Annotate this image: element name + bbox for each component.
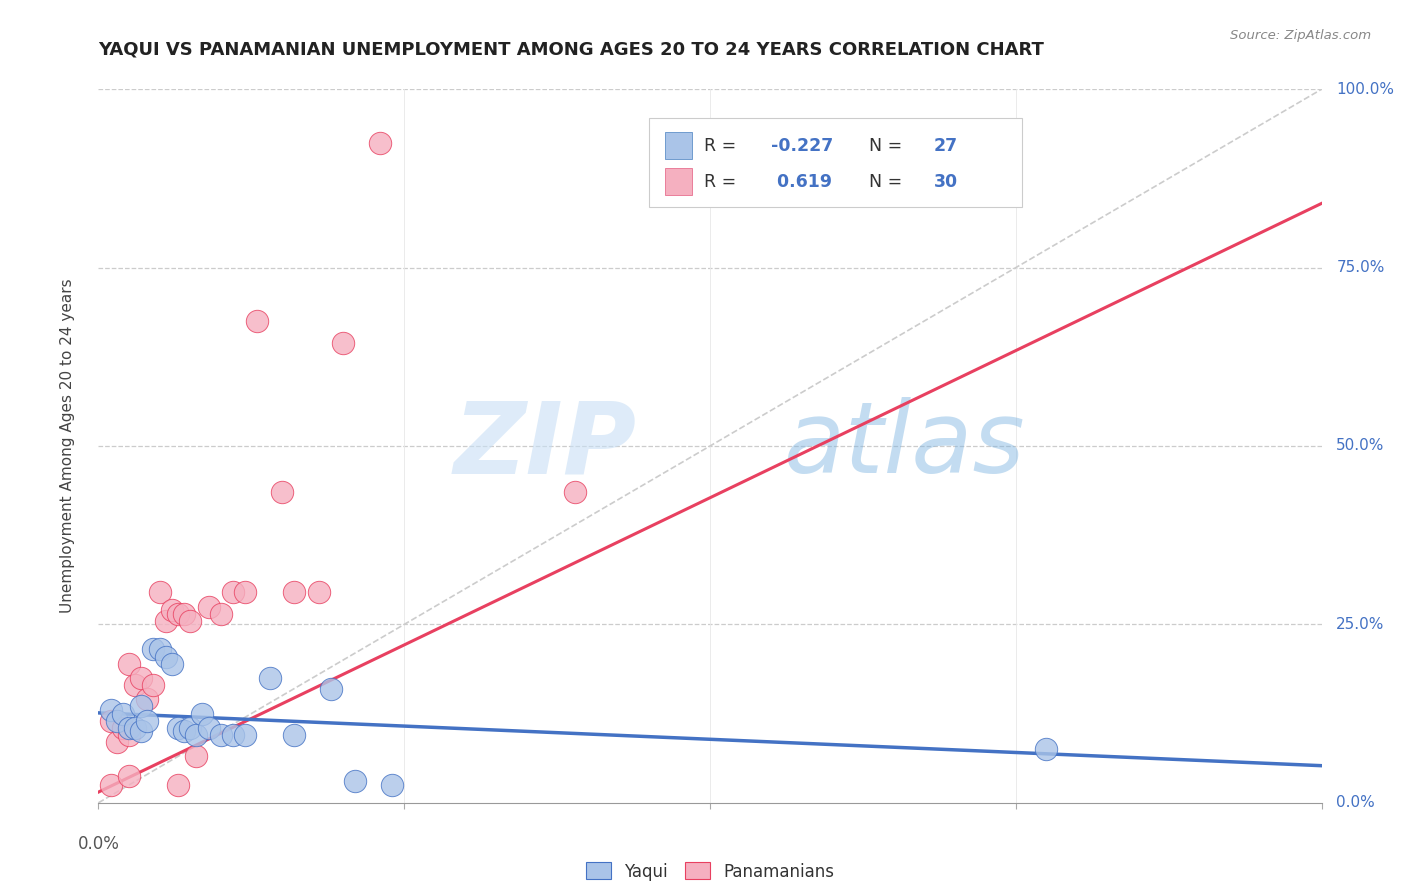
Text: 0.0%: 0.0%	[77, 835, 120, 853]
Point	[142, 678, 165, 692]
Point	[129, 699, 152, 714]
Point	[179, 721, 201, 735]
Point	[222, 728, 245, 742]
Point	[283, 728, 305, 742]
Point	[136, 692, 159, 706]
Text: 25.0%: 25.0%	[1336, 617, 1385, 632]
Text: 50.0%: 50.0%	[1336, 439, 1385, 453]
Point	[155, 649, 177, 664]
Point	[167, 721, 190, 735]
Point	[173, 607, 195, 621]
Point	[319, 681, 342, 696]
Point	[100, 703, 122, 717]
Point	[100, 714, 122, 728]
Point	[118, 728, 141, 742]
Point	[209, 607, 232, 621]
Point	[233, 728, 256, 742]
Point	[105, 714, 128, 728]
Text: YAQUI VS PANAMANIAN UNEMPLOYMENT AMONG AGES 20 TO 24 YEARS CORRELATION CHART: YAQUI VS PANAMANIAN UNEMPLOYMENT AMONG A…	[98, 40, 1045, 58]
Text: 0.619: 0.619	[772, 173, 832, 191]
Point	[1035, 742, 1057, 756]
Text: 0.0%: 0.0%	[1336, 796, 1375, 810]
Point	[118, 721, 141, 735]
FancyBboxPatch shape	[648, 118, 1022, 207]
Point	[564, 485, 586, 500]
Text: ZIP: ZIP	[454, 398, 637, 494]
Point	[197, 721, 219, 735]
Y-axis label: Unemployment Among Ages 20 to 24 years: Unemployment Among Ages 20 to 24 years	[60, 278, 75, 614]
Point	[149, 585, 172, 599]
Point	[129, 724, 152, 739]
Text: R =: R =	[704, 137, 741, 155]
Point	[270, 485, 292, 500]
Point	[283, 585, 305, 599]
Point	[105, 735, 128, 749]
Point	[186, 728, 208, 742]
Point	[209, 728, 232, 742]
Text: N =: N =	[869, 173, 908, 191]
Text: 30: 30	[934, 173, 957, 191]
Point	[142, 642, 165, 657]
Point	[179, 614, 201, 628]
Legend: Yaqui, Panamanians: Yaqui, Panamanians	[579, 855, 841, 888]
Point	[233, 585, 256, 599]
Point	[368, 136, 391, 150]
Point	[186, 749, 208, 764]
Point	[259, 671, 281, 685]
Point	[124, 678, 146, 692]
Text: -0.227: -0.227	[772, 137, 834, 155]
Point	[332, 335, 354, 350]
Point	[173, 724, 195, 739]
Text: atlas: atlas	[783, 398, 1025, 494]
Point	[191, 706, 214, 721]
Point	[381, 778, 404, 792]
Text: 75.0%: 75.0%	[1336, 260, 1385, 275]
FancyBboxPatch shape	[665, 168, 692, 194]
Point	[160, 657, 183, 671]
Point	[118, 769, 141, 783]
Text: N =: N =	[869, 137, 908, 155]
Point	[136, 714, 159, 728]
Point	[167, 778, 190, 792]
Point	[222, 585, 245, 599]
Point	[111, 706, 134, 721]
Point	[100, 778, 122, 792]
Point	[111, 721, 134, 735]
Point	[246, 314, 269, 328]
Point	[344, 774, 367, 789]
Point	[308, 585, 330, 599]
Point	[155, 614, 177, 628]
Point	[197, 599, 219, 614]
Point	[160, 603, 183, 617]
Text: 100.0%: 100.0%	[1336, 82, 1395, 96]
Text: 27: 27	[934, 137, 957, 155]
Text: R =: R =	[704, 173, 741, 191]
Point	[124, 721, 146, 735]
Point	[167, 607, 190, 621]
Text: Source: ZipAtlas.com: Source: ZipAtlas.com	[1230, 29, 1371, 42]
Point	[118, 657, 141, 671]
FancyBboxPatch shape	[665, 132, 692, 159]
Point	[149, 642, 172, 657]
Point	[129, 671, 152, 685]
